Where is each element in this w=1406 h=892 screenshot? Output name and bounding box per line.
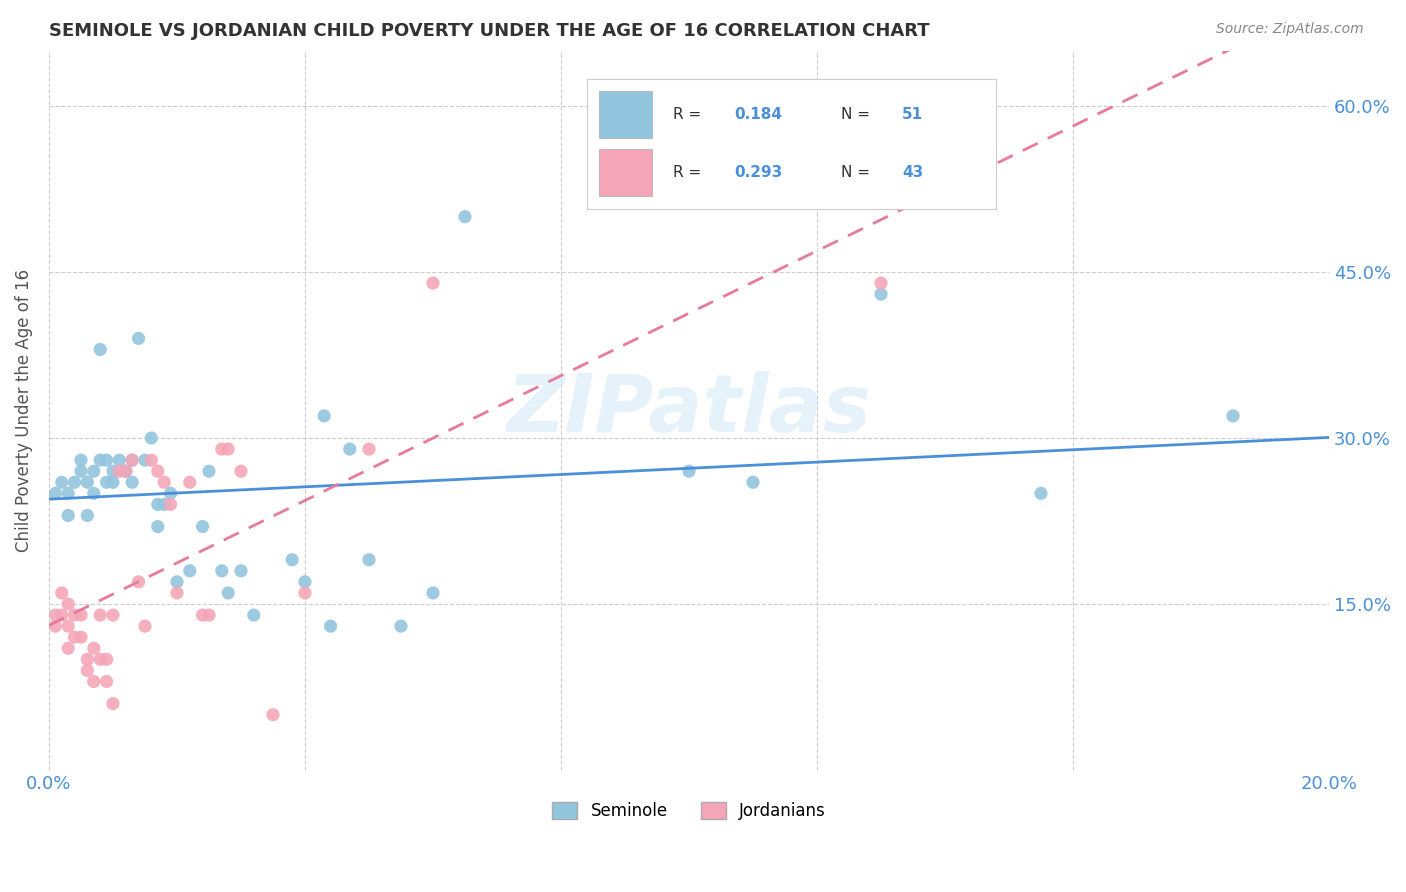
Point [96,652,118,666]
Point [114,464,136,478]
Point [96,453,118,467]
Point [44,608,66,623]
Point [153,497,176,511]
Point [56,641,79,656]
Point [229,464,252,478]
Text: ZIPatlas: ZIPatlas [506,371,872,450]
Point [83,674,105,689]
Point [108,453,131,467]
Point [56,486,79,500]
Point [83,464,105,478]
Point [146,464,169,478]
Point [56,597,79,611]
Point [51,608,73,623]
Point [314,409,336,423]
Point [76,664,98,678]
Point [83,486,105,500]
Point [454,210,477,224]
Point [179,564,201,578]
Point [870,287,893,301]
Point [101,475,124,490]
Point [281,553,304,567]
Point [63,630,86,644]
Point [422,586,444,600]
Point [70,464,93,478]
Point [108,464,131,478]
Point [128,574,150,589]
Point [121,475,143,490]
Point [63,608,86,623]
Point [217,442,239,456]
Legend: Seminole, Jordanians: Seminole, Jordanians [546,795,832,826]
Point [134,619,156,633]
Point [179,475,201,490]
Point [294,586,316,600]
Point [128,331,150,345]
Point [51,586,73,600]
Point [357,442,380,456]
Point [83,641,105,656]
Point [870,276,893,290]
Point [294,574,316,589]
Point [389,619,412,633]
Point [1222,409,1244,423]
Point [146,497,169,511]
Point [96,475,118,490]
Point [191,519,214,533]
Point [121,453,143,467]
Point [742,475,765,490]
Point [166,574,188,589]
Point [56,508,79,523]
Point [134,453,156,467]
Point [1029,486,1052,500]
Point [159,497,181,511]
Point [70,453,93,467]
Point [70,630,93,644]
Point [114,464,136,478]
Point [319,619,342,633]
Point [357,553,380,567]
Point [339,442,361,456]
Point [141,431,163,445]
Point [89,343,111,357]
Text: SEMINOLE VS JORDANIAN CHILD POVERTY UNDER THE AGE OF 16 CORRELATION CHART: SEMINOLE VS JORDANIAN CHILD POVERTY UNDE… [49,22,929,40]
Point [121,453,143,467]
Point [114,464,136,478]
Point [76,475,98,490]
Point [153,475,176,490]
Point [242,608,264,623]
Point [229,564,252,578]
Point [211,564,233,578]
Point [146,519,169,533]
Point [166,586,188,600]
Point [141,453,163,467]
Point [76,508,98,523]
Point [101,464,124,478]
Point [63,475,86,490]
Point [934,187,956,202]
Point [422,276,444,290]
Point [44,486,66,500]
Y-axis label: Child Poverty Under the Age of 16: Child Poverty Under the Age of 16 [15,268,32,552]
Point [159,486,181,500]
Point [44,619,66,633]
Point [96,674,118,689]
Point [70,608,93,623]
Text: Source: ZipAtlas.com: Source: ZipAtlas.com [1216,22,1364,37]
Point [198,608,221,623]
Point [678,464,700,478]
Point [56,619,79,633]
Point [198,464,221,478]
Point [191,608,214,623]
Point [51,475,73,490]
Point [211,442,233,456]
Point [217,586,239,600]
Point [76,652,98,666]
Point [89,453,111,467]
Point [89,652,111,666]
Point [262,707,284,722]
Point [101,608,124,623]
Point [101,697,124,711]
Point [89,608,111,623]
